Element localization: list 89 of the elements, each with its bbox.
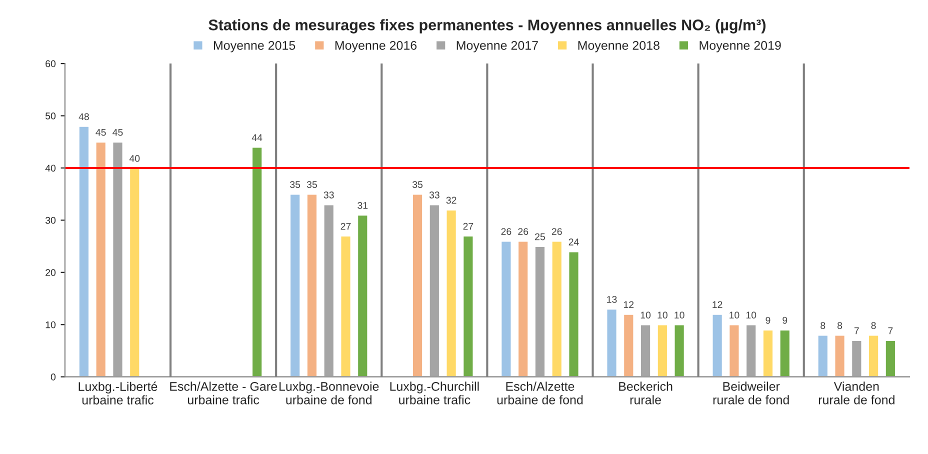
data-label: 27 <box>463 222 474 230</box>
data-label: 10 <box>640 312 651 319</box>
legend-label: Moyenne 2018 <box>578 40 660 52</box>
y-tick-label: 30 <box>45 216 56 224</box>
legend-label: Moyenne 2016 <box>335 40 417 52</box>
data-label: 45 <box>112 129 123 136</box>
legend-label: Moyenne 2017 <box>456 40 538 52</box>
data-label: 27 <box>340 222 351 230</box>
bar <box>356 214 369 377</box>
data-label: 9 <box>782 316 788 324</box>
bar <box>128 167 141 377</box>
data-label: 44 <box>252 134 262 141</box>
x-tick-label: Beidweiler rurale de fond <box>713 382 789 404</box>
data-label: 26 <box>518 228 528 235</box>
data-label: 7 <box>888 327 893 334</box>
bar <box>462 235 474 377</box>
data-label: 9 <box>766 316 770 324</box>
bar <box>251 146 264 377</box>
x-tick-label: Esch/Alzette urbaine de fond <box>497 382 583 404</box>
legend-label: Moyenne 2019 <box>700 40 781 52</box>
data-label: 24 <box>568 238 579 246</box>
data-label: 12 <box>712 301 722 308</box>
bar <box>517 240 530 377</box>
bar <box>762 329 774 377</box>
bar <box>640 324 652 377</box>
data-label: 26 <box>501 228 512 235</box>
bar <box>289 193 302 377</box>
bar <box>112 141 124 377</box>
bar <box>78 126 90 377</box>
data-label: 48 <box>78 113 89 120</box>
data-label: 13 <box>607 296 617 303</box>
data-label: 8 <box>820 322 826 329</box>
data-label: 35 <box>290 181 300 188</box>
data-label: 10 <box>658 312 668 319</box>
bar <box>606 308 618 377</box>
data-label: 8 <box>871 322 876 329</box>
data-label: 12 <box>624 301 634 308</box>
bar <box>711 313 724 377</box>
data-label: 33 <box>429 192 440 198</box>
bar <box>745 324 758 377</box>
y-tick-label: 50 <box>46 112 56 120</box>
bar <box>728 324 740 377</box>
bar <box>428 204 440 377</box>
y-tick-label: 10 <box>46 321 56 328</box>
bar <box>850 340 863 377</box>
y-tick-label: 40 <box>45 164 56 172</box>
data-label: 35 <box>306 181 317 188</box>
x-tick-label: Luxbg.-Bonnevoie urbaine de fond <box>280 382 379 404</box>
data-label: 10 <box>730 312 740 319</box>
bar <box>868 334 880 377</box>
data-label: 7 <box>854 327 859 334</box>
bar <box>816 334 829 377</box>
data-label: 26 <box>552 228 562 235</box>
data-label: 31 <box>358 202 368 209</box>
bar <box>534 246 546 377</box>
bar <box>778 329 791 377</box>
x-tick-label: Vianden rurale de fond <box>818 382 894 404</box>
bar <box>412 193 424 377</box>
bar <box>445 209 458 377</box>
bar <box>884 340 896 377</box>
x-tick-label: Beckerich rurale <box>619 382 672 404</box>
x-tick-label: Esch/Alzette - Gare urbaine trafic <box>170 382 277 404</box>
bar <box>673 324 686 377</box>
x-tick-label: Luxbg.-Liberté urbaine trafic <box>78 382 158 404</box>
data-label: 10 <box>674 312 684 319</box>
y-tick-label: 20 <box>46 269 56 276</box>
bar <box>622 313 635 377</box>
data-label: 32 <box>446 196 456 204</box>
data-label: 35 <box>412 181 423 188</box>
chart-title: Stations de mesurages fixes permanentes - Moyennes annuelles NO₂ (µg/m³) <box>208 19 766 34</box>
bar <box>834 334 846 377</box>
x-tick-label: Luxbg.-Churchill urbaine trafic <box>390 382 479 404</box>
bar <box>94 141 107 377</box>
data-label: 25 <box>535 233 545 240</box>
bar <box>340 235 352 377</box>
data-label: 40 <box>129 155 140 162</box>
bar <box>568 250 580 377</box>
data-label: 33 <box>324 192 334 198</box>
data-label: 10 <box>746 312 756 319</box>
bar <box>550 240 563 377</box>
legend-label: Moyenne 2015 <box>214 40 296 52</box>
data-label: 8 <box>837 322 842 329</box>
bar <box>306 193 318 377</box>
data-label: 45 <box>96 129 106 136</box>
bar <box>500 240 512 377</box>
y-tick-label: 0 <box>50 374 56 380</box>
y-tick-label: 60 <box>46 60 56 68</box>
bar <box>656 324 668 377</box>
bar <box>322 204 335 377</box>
